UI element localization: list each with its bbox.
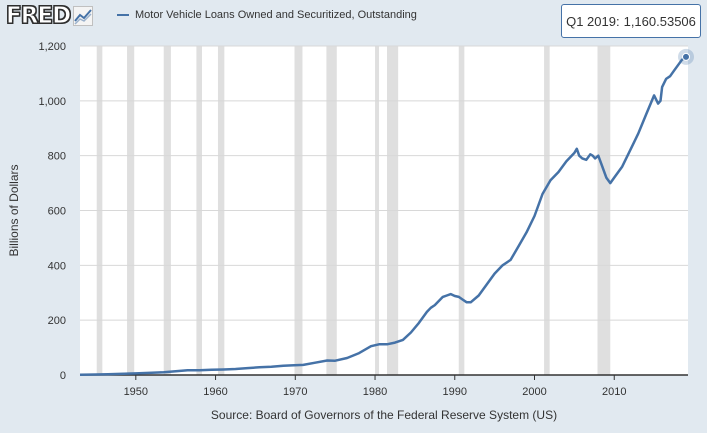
logo-text: FRED — [5, 3, 71, 30]
tooltip-value: 1,160.53506 — [623, 13, 696, 29]
fred-logo[interactable]: FRED — [5, 3, 94, 30]
y-tick-label: 400 — [48, 260, 66, 272]
y-tick-label: 800 — [48, 151, 66, 163]
y-axis-label: Billions of Dollars — [7, 164, 21, 256]
header-bar: FRED Motor Vehicle Loans Owned and Secur… — [0, 0, 707, 32]
x-tick-label: 1980 — [363, 386, 387, 398]
y-tick-label: 1,200 — [38, 41, 66, 53]
legend-label: Motor Vehicle Loans Owned and Securitize… — [135, 9, 417, 21]
series-line — [79, 55, 687, 376]
chart-legend[interactable]: Motor Vehicle Loans Owned and Securitize… — [117, 9, 417, 21]
source-note: Source: Board of Governors of the Federa… — [211, 408, 557, 422]
data-tooltip: Q1 2019: 1,160.53506 — [561, 4, 701, 38]
legend-swatch — [117, 14, 129, 16]
data-point[interactable] — [682, 52, 691, 61]
x-tick-label: 1990 — [443, 386, 467, 398]
y-tick-label: 600 — [48, 206, 66, 218]
tooltip-date: Q1 2019: — [566, 13, 620, 29]
trend-line-icon — [73, 6, 94, 26]
y-tick-label: 1,000 — [38, 96, 66, 108]
x-tick-label: 2000 — [522, 386, 546, 398]
x-tick-label: 1970 — [283, 386, 307, 398]
y-tick-label: 0 — [60, 370, 66, 382]
x-tick-label: 1960 — [203, 386, 227, 398]
y-tick-label: 200 — [48, 315, 66, 327]
x-tick-label: 1950 — [124, 386, 148, 398]
x-tick-label: 2010 — [602, 386, 626, 398]
